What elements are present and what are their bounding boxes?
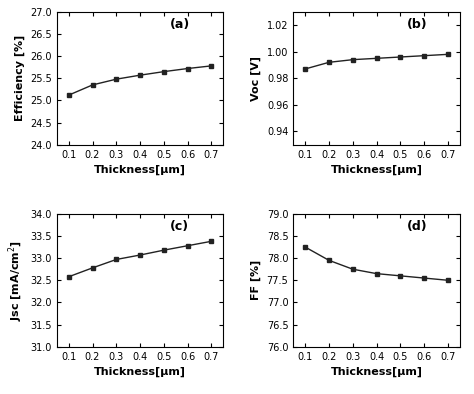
Y-axis label: Efficiency [%]: Efficiency [%] xyxy=(14,35,25,121)
Text: (d): (d) xyxy=(407,221,427,234)
Y-axis label: Jsc [mA/cm$^2$]: Jsc [mA/cm$^2$] xyxy=(7,240,25,321)
Text: (a): (a) xyxy=(170,19,191,32)
X-axis label: Thickness[μm]: Thickness[μm] xyxy=(330,165,422,175)
X-axis label: Thickness[μm]: Thickness[μm] xyxy=(330,367,422,377)
X-axis label: Thickness[μm]: Thickness[μm] xyxy=(94,367,186,377)
X-axis label: Thickness[μm]: Thickness[μm] xyxy=(94,165,186,175)
Text: (b): (b) xyxy=(407,19,427,32)
Y-axis label: Voc [V]: Voc [V] xyxy=(251,56,261,101)
Text: (c): (c) xyxy=(170,221,189,234)
Y-axis label: FF [%]: FF [%] xyxy=(251,260,261,300)
